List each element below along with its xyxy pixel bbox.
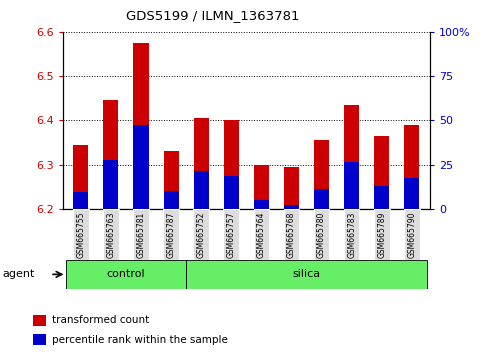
FancyBboxPatch shape [344,209,359,260]
Text: transformed count: transformed count [53,315,150,325]
Text: GSM665755: GSM665755 [76,211,85,258]
Text: agent: agent [2,269,35,279]
Bar [73,192,88,209]
Bar [224,176,239,209]
Bar [194,118,209,209]
Text: GSM665787: GSM665787 [167,211,176,258]
FancyBboxPatch shape [193,209,209,260]
Text: GSM665763: GSM665763 [106,211,115,258]
Text: GSM665764: GSM665764 [257,211,266,258]
Bar [224,120,239,209]
Bar [254,200,269,209]
Bar [133,125,149,209]
Bar [33,315,46,326]
Bar [103,160,118,209]
FancyBboxPatch shape [103,209,119,260]
Bar [374,136,389,209]
Bar [133,125,149,209]
Text: silica: silica [292,269,321,279]
Bar [103,101,118,209]
Text: GSM665781: GSM665781 [137,211,145,258]
Bar [194,171,209,209]
Text: GDS5199 / ILMN_1363781: GDS5199 / ILMN_1363781 [126,9,299,22]
Bar [66,260,186,289]
Bar [254,200,269,209]
Bar [374,186,389,209]
Bar [164,191,179,209]
Bar [133,43,149,209]
Bar [73,145,88,209]
Text: control: control [107,269,145,279]
FancyBboxPatch shape [254,209,269,260]
FancyBboxPatch shape [163,209,179,260]
Text: GSM665757: GSM665757 [227,211,236,258]
Text: GSM665752: GSM665752 [197,211,206,258]
FancyBboxPatch shape [374,209,390,260]
Text: GSM665780: GSM665780 [317,211,326,258]
Bar [186,260,427,289]
FancyBboxPatch shape [224,209,239,260]
FancyBboxPatch shape [133,209,149,260]
Bar [314,189,329,209]
Bar [224,176,239,209]
Text: GSM665768: GSM665768 [287,211,296,258]
Bar [314,140,329,209]
FancyBboxPatch shape [73,209,89,260]
Bar [344,162,359,209]
Bar [284,205,299,209]
Bar [404,125,419,209]
FancyBboxPatch shape [314,209,329,260]
Bar [284,205,299,209]
Bar [344,105,359,209]
Bar [344,162,359,209]
Bar [73,192,88,209]
Bar [33,335,46,346]
Bar [164,191,179,209]
Bar [164,152,179,209]
Bar [314,189,329,209]
Bar [404,178,419,209]
Bar [284,167,299,209]
Bar [103,160,118,209]
Bar [404,178,419,209]
Text: GSM665783: GSM665783 [347,211,356,258]
Text: GSM665789: GSM665789 [377,211,386,258]
Text: percentile rank within the sample: percentile rank within the sample [53,335,228,345]
FancyBboxPatch shape [284,209,299,260]
Bar [374,186,389,209]
Bar [194,171,209,209]
FancyBboxPatch shape [404,209,420,260]
Text: GSM665790: GSM665790 [407,211,416,258]
Bar [254,165,269,209]
